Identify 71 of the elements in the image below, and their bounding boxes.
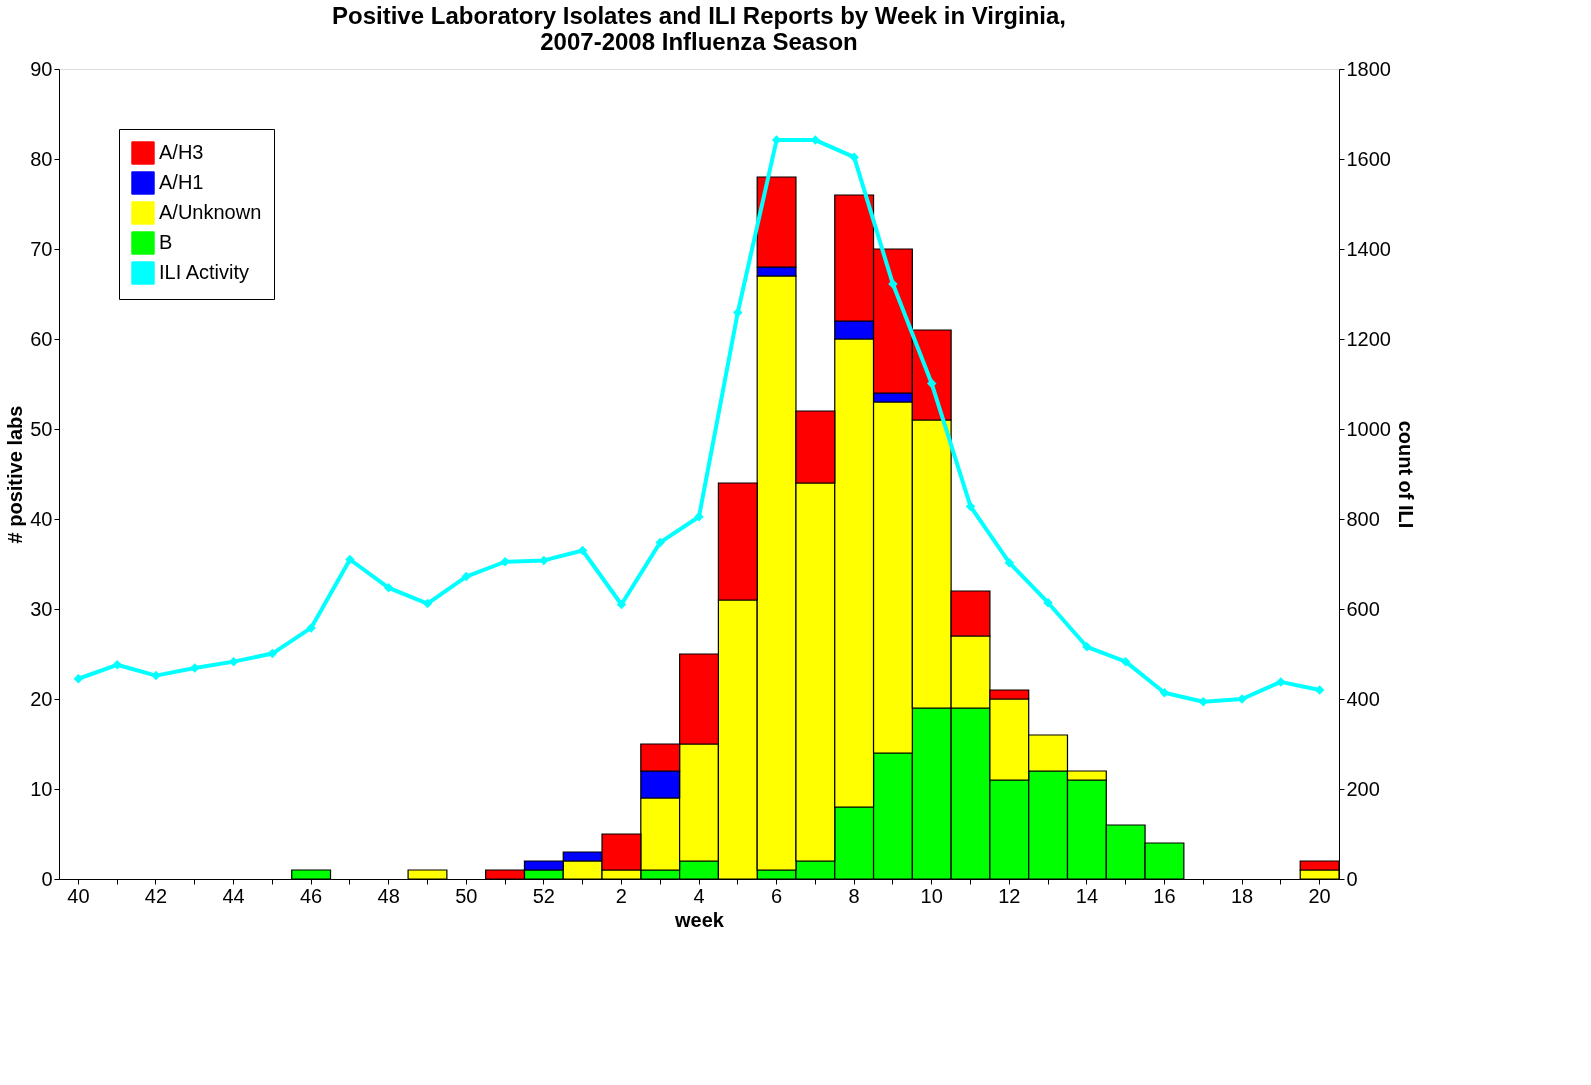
- point: [1120, 656, 1131, 667]
- point: [500, 557, 510, 567]
- x-tick-label: 40: [67, 884, 90, 907]
- x-tick-label: 18: [1230, 884, 1254, 907]
- x-tick-label: 20: [1308, 884, 1331, 907]
- x-tick-label: 10: [920, 884, 943, 907]
- y-tick-label: 90: [30, 57, 53, 80]
- x-tick-label: 16: [1153, 884, 1176, 907]
- point: [151, 670, 161, 681]
- y2-tick-label: 400: [1346, 687, 1380, 710]
- y2-tick-label: 1200: [1346, 327, 1391, 350]
- point: [190, 663, 200, 673]
- y2-tick-label: 1800: [1346, 57, 1391, 80]
- y2-tick-label: 1600: [1346, 147, 1391, 170]
- x-tick-label: 42: [144, 884, 168, 907]
- x-tick-label: 52: [532, 884, 555, 907]
- x-tick-label: 44: [222, 884, 245, 907]
- y-tick-label: 20: [30, 687, 53, 710]
- y-tick-label: 50: [30, 417, 53, 440]
- x-tick-label: 50: [455, 884, 478, 907]
- y-tick-label: 10: [30, 777, 53, 800]
- x-tick-label: 48: [377, 884, 400, 907]
- y2-tick-label: 1400: [1346, 237, 1391, 260]
- y-axis-title: # positive labs: [4, 405, 27, 544]
- x-axis-title: week: [674, 908, 725, 931]
- legend-label: A/Unknown: [159, 201, 262, 223]
- point: [383, 583, 394, 593]
- x-tick-label: 12: [998, 884, 1021, 907]
- y-tick-label: 40: [30, 507, 53, 530]
- point: [655, 537, 665, 548]
- y2-tick-label: 0: [1346, 867, 1358, 890]
- y2-tick-label: 600: [1346, 597, 1380, 620]
- point: [1082, 642, 1092, 652]
- point: [616, 599, 627, 610]
- x-tick-label: 6: [771, 884, 783, 907]
- y2-tick-label: 1000: [1346, 417, 1391, 440]
- y2-axis-title: count of ILI: [1394, 420, 1417, 529]
- point: [1276, 677, 1286, 687]
- point: [461, 571, 472, 582]
- point: [965, 501, 976, 512]
- x-tick-label: 2: [615, 884, 627, 907]
- legend-label: A/H1: [159, 171, 204, 193]
- y2-tick-label: 800: [1346, 507, 1380, 530]
- point: [539, 555, 549, 566]
- y-tick-label: 80: [30, 147, 53, 170]
- y-tick-label: 70: [30, 237, 53, 260]
- point: [577, 545, 588, 556]
- point: [1004, 557, 1015, 568]
- point: [267, 648, 278, 659]
- x-tick-label: 8: [848, 884, 860, 907]
- point: [73, 674, 84, 684]
- point: [926, 378, 937, 389]
- y-tick-label: 0: [41, 867, 53, 890]
- point: [1159, 687, 1170, 698]
- point: [112, 660, 122, 670]
- legend-label: A/H3: [159, 141, 204, 163]
- y-tick-label: 30: [30, 597, 53, 620]
- x-tick-label: 4: [693, 884, 705, 907]
- point: [1043, 597, 1053, 608]
- point: [422, 598, 433, 609]
- x-tick-label: 14: [1075, 884, 1098, 907]
- legend-label: B: [159, 231, 173, 253]
- legend-label: ILI Activity: [159, 261, 250, 283]
- point: [228, 656, 239, 667]
- y-tick-label: 60: [30, 327, 53, 350]
- point: [1198, 696, 1208, 707]
- point: [345, 554, 355, 565]
- y2-tick-label: 200: [1346, 777, 1380, 800]
- chart-title: Positive Laboratory Isolates and ILI Reports by Week in Virginia, 2007-2008 Influenza Season: [332, 2, 1066, 55]
- x-tick-label: 46: [300, 884, 323, 907]
- point: [849, 152, 859, 162]
